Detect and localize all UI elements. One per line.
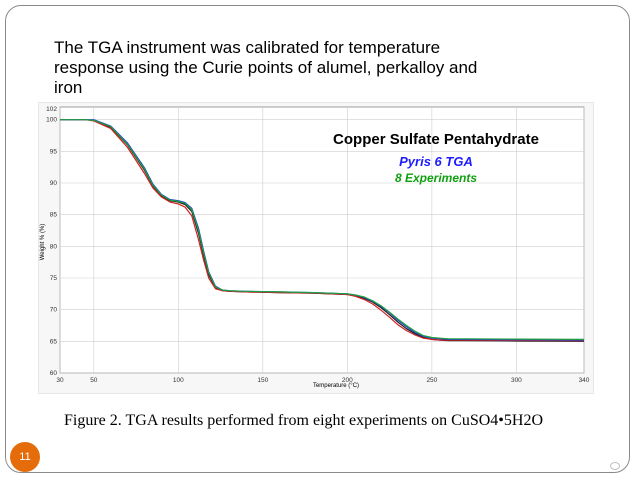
slide-body-text: The TGA instrument was calibrated for te… [54, 38, 554, 98]
x-tick-label: 150 [257, 377, 268, 384]
x-tick-label: 50 [90, 377, 98, 384]
tga-chart: 30 50 100 150 200 250 300 340 60 65 70 75 80 85 90 95 10… [37, 101, 595, 395]
x-tick-label: 300 [511, 377, 522, 384]
y-tick-label: 80 [50, 243, 58, 250]
y-tick-label: 90 [50, 180, 58, 187]
y-tick-label: 100 [46, 117, 57, 124]
y-tick-label: 60 [50, 370, 58, 377]
page-number-badge: 11 [10, 442, 40, 472]
figure-caption: Figure 2. TGA results performed from eig… [64, 412, 544, 429]
figure-panel: 30 50 100 150 200 250 300 340 60 65 70 75 80 85 90 95 10… [37, 101, 595, 395]
slide-text-line: iron [54, 78, 83, 97]
slide-text-line: The TGA instrument was calibrated for te… [54, 38, 441, 57]
x-tick-label: 30 [56, 377, 64, 384]
corner-decoration [610, 462, 620, 470]
slide-text-line: response using the Curie points of alume… [54, 58, 478, 77]
slide-frame [5, 5, 630, 473]
chart-title: Copper Sulfate Pentahydrate [333, 131, 539, 148]
x-tick-label: 100 [173, 377, 184, 384]
chart-subtitle-instrument: Pyris 6 TGA [399, 154, 473, 169]
x-axis-label: Temperature (°C) [313, 383, 359, 389]
y-tick-label: 65 [50, 338, 58, 345]
y-tick-label: 95 [50, 148, 58, 155]
y-top-tick-label: 102 [46, 106, 57, 113]
x-tick-label: 200 [342, 377, 353, 384]
y-tick-label: 85 [50, 212, 58, 219]
chart-subtitle-experiments: 8 Experiments [395, 171, 477, 185]
y-tick-label: 70 [50, 307, 58, 314]
x-tick-label: 250 [426, 377, 437, 384]
x-tick-label: 340 [579, 377, 590, 384]
series-line [60, 119, 585, 340]
y-axis-label: Weight % (%) [40, 224, 46, 261]
y-tick-label: 75 [50, 275, 58, 282]
